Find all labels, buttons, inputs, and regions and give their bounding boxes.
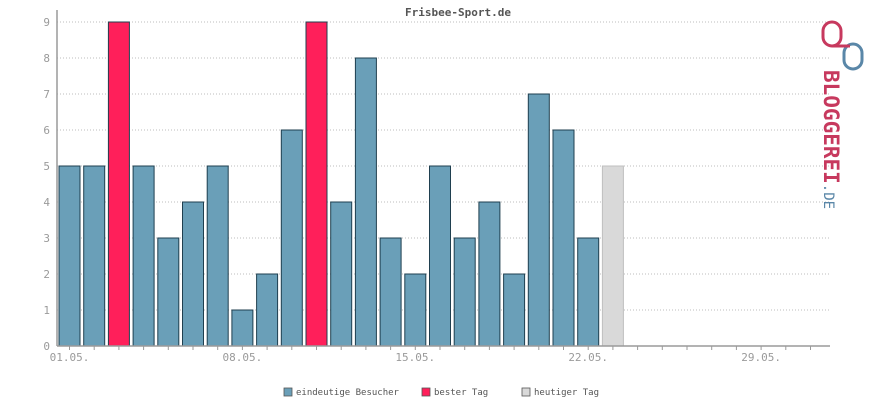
y-tick-label: 5 (43, 160, 50, 173)
bar (132, 165, 155, 347)
bar (231, 309, 254, 347)
bar (280, 129, 303, 347)
bar (429, 165, 451, 347)
y-tick-label: 3 (43, 232, 50, 245)
y-axis-ticks: 0 1 2 3 4 5 6 7 8 9 (43, 16, 50, 353)
logo-text: BLOGGEREI.DE (819, 70, 843, 209)
y-tick-label: 4 (43, 196, 50, 209)
bar (478, 201, 501, 347)
y-tick-label: 9 (43, 16, 50, 29)
chart-title: Frisbee-Sport.de (405, 6, 511, 19)
legend-swatch (421, 387, 431, 397)
bar (601, 165, 624, 347)
legend-label: eindeutige Besucher (296, 388, 400, 398)
logo-mark-icon (821, 20, 864, 71)
y-tick-label: 2 (43, 268, 50, 281)
x-tick-label: 08.05. (223, 351, 263, 364)
x-tick-label: 15.05. (395, 351, 435, 364)
legend: eindeutige Besucher bester Tag heutiger Ta… (283, 387, 599, 398)
legend-swatch (521, 387, 531, 397)
bar (503, 273, 526, 347)
y-tick-label: 1 (43, 304, 50, 317)
bar (58, 165, 81, 347)
x-tick-label: 22.05. (568, 351, 608, 364)
bar (453, 237, 476, 347)
bar (157, 237, 180, 347)
bar (577, 237, 600, 347)
x-tick-label: 29.05. (741, 351, 781, 364)
axes (56, 10, 830, 347)
bar (206, 165, 229, 347)
y-tick-label: 8 (43, 52, 50, 65)
bars (58, 21, 624, 347)
y-tick-label: 7 (43, 88, 50, 101)
bar (379, 237, 402, 347)
y-tick-label: 6 (43, 124, 50, 137)
bloggerei-logo: BLOGGEREI.DE (819, 20, 864, 209)
bar (107, 21, 130, 347)
bar (330, 201, 353, 347)
bar (182, 201, 204, 347)
legend-swatch (283, 387, 293, 397)
x-tick-label: 01.05. (50, 351, 90, 364)
bar (404, 273, 427, 347)
legend-label: heutiger Tag (534, 388, 599, 398)
bar (527, 93, 550, 347)
legend-label: bester Tag (434, 388, 488, 398)
y-tick-label: 0 (43, 340, 50, 353)
bar (552, 129, 575, 347)
bar (256, 273, 279, 347)
bar (83, 165, 106, 347)
bar (305, 21, 328, 347)
bar (354, 57, 377, 347)
x-axis-ticks: 01.05. 08.05. 15.05. 22.05. 29.05. (50, 346, 811, 364)
